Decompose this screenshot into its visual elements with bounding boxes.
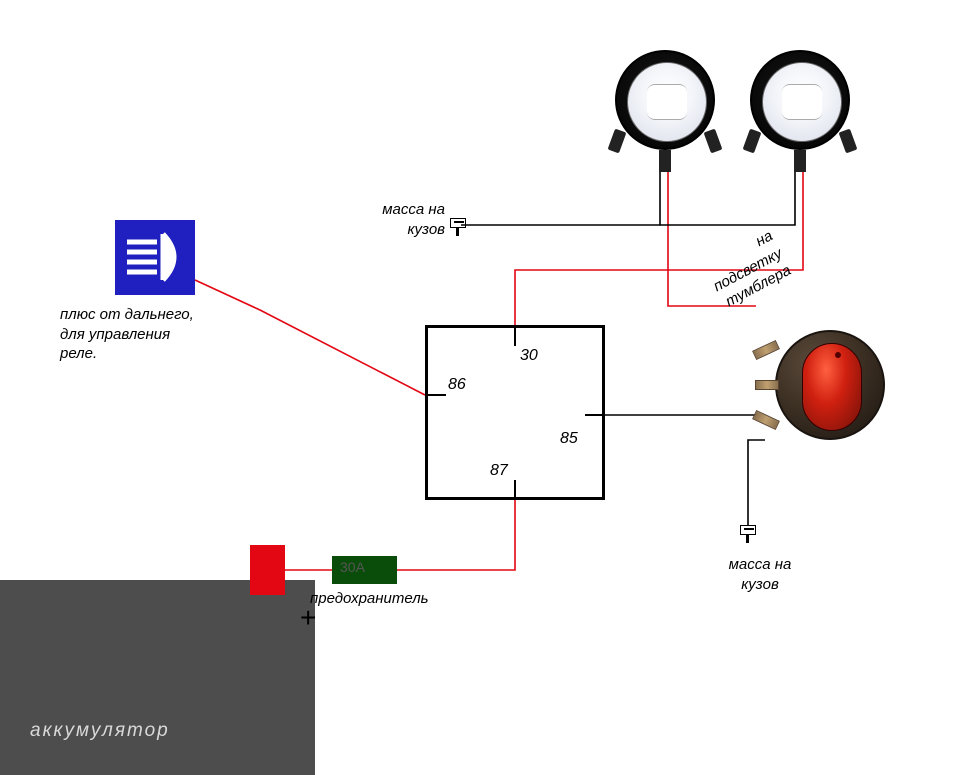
ground-top-line1: масса на (340, 200, 445, 220)
battery-body (0, 580, 315, 775)
fuse-caption: предохранитель (310, 590, 429, 607)
ground-top-icon (450, 218, 466, 236)
ground-top-label: масса на кузов (340, 200, 445, 239)
highbeam-caption-line2: для управления (60, 325, 230, 345)
highbeam-caption-line1: плюс от дальнего, (60, 305, 230, 325)
rocker-switch (775, 330, 885, 440)
highbeam-caption-line3: реле. (60, 344, 230, 364)
ground-bottom-icon (740, 525, 756, 543)
relay-pin-86-label: 86 (448, 376, 466, 394)
wire-black (748, 440, 765, 525)
relay-pin-85-label: 85 (560, 430, 578, 448)
wire-red (397, 500, 515, 570)
spotlight-right (750, 50, 850, 150)
fuse-value: 30А (340, 559, 365, 575)
highbeam-icon (115, 220, 195, 295)
relay-pin-30-label: 30 (520, 347, 538, 365)
wire-black (660, 170, 795, 225)
relay-box (425, 325, 605, 500)
highbeam-caption: плюс от дальнего, для управления реле. (60, 305, 230, 364)
spotlight-left (615, 50, 715, 150)
switch-light-label: на подсветку тумблера (670, 226, 795, 329)
battery-label: аккумулятор (30, 720, 170, 742)
relay-pin-86-tick (428, 394, 446, 396)
battery-positive-terminal (250, 545, 285, 595)
relay-pin-87-tick (514, 480, 516, 498)
wire-red (515, 172, 668, 325)
relay-pin-30-tick (514, 328, 516, 346)
relay-pin-87-label: 87 (490, 462, 508, 480)
ground-bottom-label: масса на кузов (710, 555, 810, 594)
ground-bottom-line2: кузов (710, 575, 810, 595)
ground-bottom-line1: масса на (710, 555, 810, 575)
relay-pin-85-tick (585, 414, 603, 416)
wire-black (461, 170, 660, 225)
ground-top-line2: кузов (340, 220, 445, 240)
